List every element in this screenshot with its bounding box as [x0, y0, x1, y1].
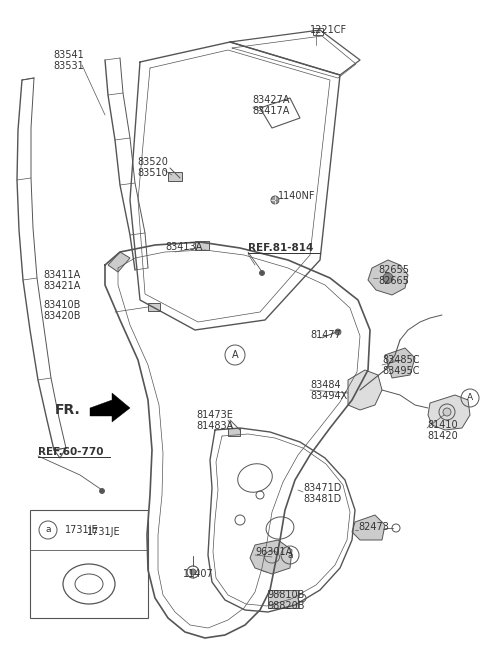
Text: 82473: 82473: [358, 522, 389, 532]
Text: 83495C: 83495C: [382, 366, 420, 376]
Text: 83427A: 83427A: [252, 95, 289, 105]
Polygon shape: [108, 252, 130, 272]
Text: 83485C: 83485C: [382, 355, 420, 365]
Text: 1731JE: 1731JE: [65, 525, 98, 535]
Bar: [168, 172, 182, 181]
Text: a: a: [287, 551, 293, 560]
Text: 81410: 81410: [427, 420, 457, 430]
Polygon shape: [352, 515, 385, 540]
Text: 83417A: 83417A: [252, 106, 289, 116]
Bar: [228, 428, 240, 436]
Polygon shape: [385, 348, 415, 378]
Bar: [195, 241, 209, 250]
Bar: [30, 510, 148, 618]
Text: 81483A: 81483A: [196, 421, 233, 431]
Text: A: A: [467, 394, 473, 403]
Circle shape: [443, 408, 451, 416]
Circle shape: [383, 273, 393, 283]
Text: 81420: 81420: [427, 431, 458, 441]
Text: 83481D: 83481D: [303, 494, 341, 504]
Text: 1140NF: 1140NF: [278, 191, 315, 201]
Text: 83411A: 83411A: [43, 270, 80, 280]
Text: 96301A: 96301A: [255, 547, 292, 557]
Text: 83421A: 83421A: [43, 281, 80, 291]
Text: REF.81-814: REF.81-814: [248, 243, 313, 253]
Polygon shape: [428, 395, 470, 430]
Text: 98810B: 98810B: [267, 590, 304, 600]
Polygon shape: [348, 370, 382, 410]
Text: FR.: FR.: [55, 403, 81, 417]
Polygon shape: [250, 540, 292, 574]
Circle shape: [99, 489, 105, 493]
Text: 83413A: 83413A: [165, 242, 202, 252]
Text: 81473E: 81473E: [196, 410, 233, 420]
Text: 83494X: 83494X: [310, 391, 347, 401]
Text: 11407: 11407: [183, 569, 214, 579]
Text: 83484: 83484: [310, 380, 341, 390]
Bar: [148, 303, 160, 311]
Text: 82665: 82665: [378, 276, 409, 286]
Bar: [313, 28, 323, 35]
Text: 81477: 81477: [310, 330, 341, 340]
Text: 82655: 82655: [378, 265, 409, 275]
Text: 83531: 83531: [53, 61, 84, 71]
Circle shape: [335, 329, 341, 335]
Bar: [268, 590, 298, 608]
Polygon shape: [90, 393, 130, 422]
Text: 1221CF: 1221CF: [310, 25, 347, 35]
Circle shape: [190, 569, 196, 575]
Text: 1731JE: 1731JE: [87, 527, 120, 537]
Polygon shape: [368, 260, 408, 295]
Circle shape: [260, 271, 264, 275]
Text: 83471D: 83471D: [303, 483, 341, 493]
Text: a: a: [45, 526, 51, 535]
Text: 83410B: 83410B: [43, 300, 80, 310]
Text: REF.60-770: REF.60-770: [38, 447, 104, 457]
Text: 83541: 83541: [53, 50, 84, 60]
Circle shape: [271, 196, 279, 204]
Text: 83520: 83520: [137, 157, 168, 167]
Text: 83510: 83510: [137, 168, 168, 178]
Text: A: A: [232, 350, 238, 360]
Text: 98820B: 98820B: [267, 601, 304, 611]
Text: 83420B: 83420B: [43, 311, 81, 321]
